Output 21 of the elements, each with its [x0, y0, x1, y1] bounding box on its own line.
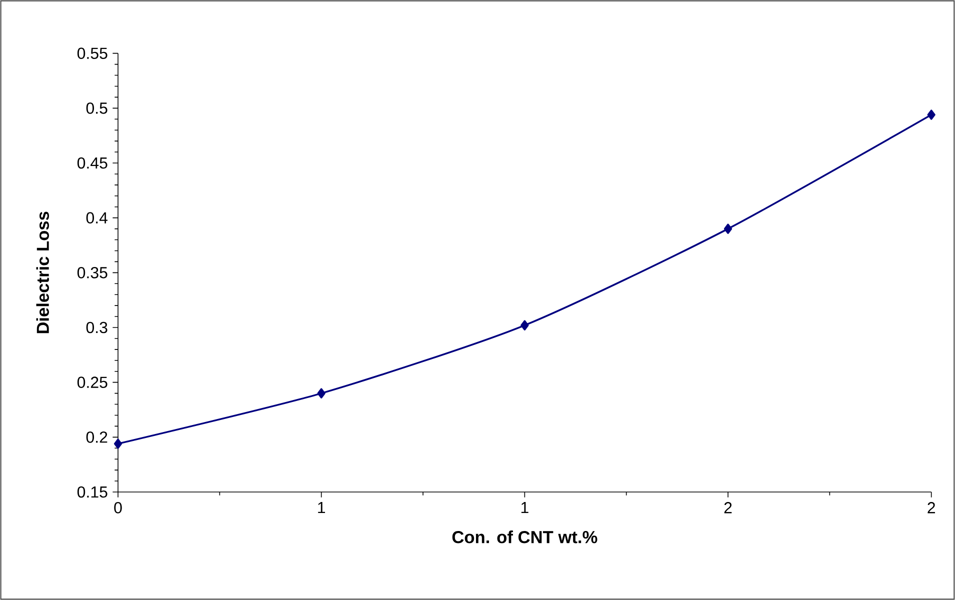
y-tick-label: 0.35: [77, 267, 108, 278]
point: [114, 438, 122, 449]
x-axis-title: Con. of CNT wt.%: [452, 530, 598, 544]
y-tick-label: 0.5: [86, 102, 108, 114]
x-tick-label: 2: [928, 502, 935, 514]
y-tick-label: 0.45: [77, 157, 108, 169]
x-tick-label: 0: [114, 502, 122, 514]
y-axis-title: Dielectric Loss: [36, 212, 49, 334]
x-tick-label: 1: [521, 502, 528, 514]
y-tick-label: 0.4: [86, 212, 108, 224]
y-tick-label: 0.2: [86, 432, 108, 443]
point: [927, 110, 936, 120]
y-tick-label: 0.15: [77, 486, 108, 498]
x-tick-label: 1: [318, 502, 326, 514]
y-tick-label: 0.55: [77, 48, 108, 59]
point: [317, 388, 326, 398]
x-tick-label: 2: [724, 502, 732, 514]
point: [724, 224, 732, 234]
y-tick-label: 0.3: [86, 322, 108, 334]
point: [520, 320, 529, 330]
y-tick-label: 0.25: [77, 376, 108, 388]
